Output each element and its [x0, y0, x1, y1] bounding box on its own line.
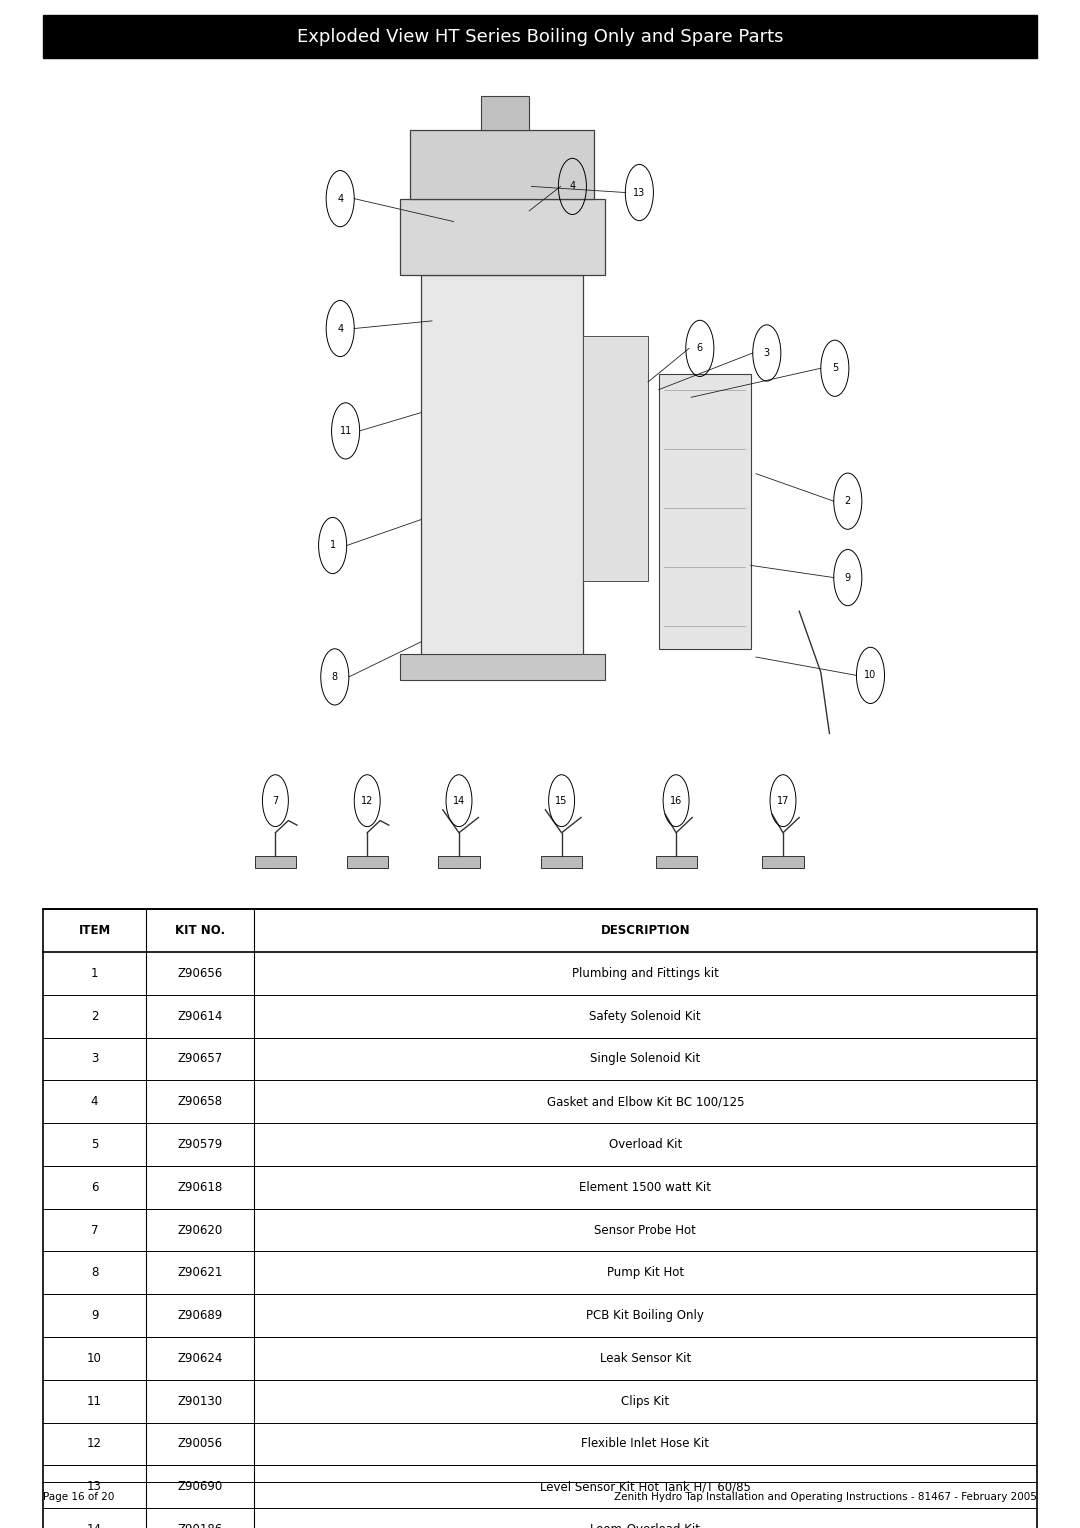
Text: DESCRIPTION: DESCRIPTION [600, 924, 690, 937]
Text: Clips Kit: Clips Kit [621, 1395, 670, 1407]
Text: 8: 8 [332, 672, 338, 681]
Text: Z90689: Z90689 [177, 1309, 222, 1322]
Text: 1: 1 [329, 541, 336, 550]
Text: Z90620: Z90620 [177, 1224, 222, 1236]
Text: Z90621: Z90621 [177, 1267, 222, 1279]
Text: 6: 6 [697, 344, 703, 353]
Bar [255, 856, 296, 868]
Bar [400, 199, 605, 275]
Text: Plumbing and Fittings kit: Plumbing and Fittings kit [572, 967, 718, 979]
Text: 14: 14 [87, 1523, 102, 1528]
Text: 8: 8 [91, 1267, 98, 1279]
Text: Page 16 of 20: Page 16 of 20 [43, 1493, 114, 1502]
Text: 12: 12 [87, 1438, 102, 1450]
Text: 10: 10 [87, 1352, 102, 1365]
Text: 7: 7 [272, 796, 279, 805]
Text: 4: 4 [569, 182, 576, 191]
Text: 3: 3 [91, 1053, 98, 1065]
Text: 17: 17 [777, 796, 789, 805]
Text: Z90657: Z90657 [177, 1053, 222, 1065]
Text: 2: 2 [845, 497, 851, 506]
Bar [43, 15, 1037, 58]
Bar [762, 856, 804, 868]
Bar [400, 654, 605, 680]
Text: 7: 7 [91, 1224, 98, 1236]
Bar [410, 130, 594, 199]
Text: 16: 16 [670, 796, 683, 805]
Text: Z90618: Z90618 [177, 1181, 222, 1193]
Text: Z90579: Z90579 [177, 1138, 222, 1151]
Text: Z90624: Z90624 [177, 1352, 222, 1365]
Text: Z90614: Z90614 [177, 1010, 222, 1022]
Text: 13: 13 [633, 188, 646, 197]
Text: PCB Kit Boiling Only: PCB Kit Boiling Only [586, 1309, 704, 1322]
Text: 6: 6 [91, 1181, 98, 1193]
Text: 4: 4 [337, 194, 343, 203]
Bar [583, 336, 648, 581]
Text: Exploded View HT Series Boiling Only and Spare Parts: Exploded View HT Series Boiling Only and… [297, 28, 783, 46]
Text: 15: 15 [555, 796, 568, 805]
Text: Z90658: Z90658 [177, 1096, 222, 1108]
Text: Z90656: Z90656 [177, 967, 222, 979]
Text: Gasket and Elbow Kit BC 100/125: Gasket and Elbow Kit BC 100/125 [546, 1096, 744, 1108]
Text: 4: 4 [337, 324, 343, 333]
Text: 5: 5 [91, 1138, 98, 1151]
Bar [541, 856, 582, 868]
Text: 14: 14 [453, 796, 465, 805]
Text: ITEM: ITEM [79, 924, 110, 937]
Text: Sensor Probe Hot: Sensor Probe Hot [594, 1224, 697, 1236]
Bar [481, 96, 529, 130]
Polygon shape [421, 275, 583, 657]
Text: 12: 12 [361, 796, 374, 805]
Bar [347, 856, 388, 868]
Text: Safety Solenoid Kit: Safety Solenoid Kit [590, 1010, 701, 1022]
Bar [656, 856, 697, 868]
Text: Pump Kit Hot: Pump Kit Hot [607, 1267, 684, 1279]
Text: 13: 13 [87, 1481, 102, 1493]
Text: 5: 5 [832, 364, 838, 373]
Text: Overload Kit: Overload Kit [609, 1138, 681, 1151]
Text: 9: 9 [845, 573, 851, 582]
Text: 9: 9 [91, 1309, 98, 1322]
Text: 11: 11 [339, 426, 352, 435]
Bar [659, 374, 751, 649]
Text: 10: 10 [864, 671, 877, 680]
Text: Z90186: Z90186 [177, 1523, 222, 1528]
Text: Zenith Hydro Tap Installation and Operating Instructions - 81467 - February 2005: Zenith Hydro Tap Installation and Operat… [613, 1493, 1037, 1502]
Text: KIT NO.: KIT NO. [175, 924, 225, 937]
Bar [438, 856, 480, 868]
Text: Flexible Inlet Hose Kit: Flexible Inlet Hose Kit [581, 1438, 710, 1450]
Text: Z90130: Z90130 [177, 1395, 222, 1407]
Text: Leak Sensor Kit: Leak Sensor Kit [599, 1352, 691, 1365]
Bar [43, 909, 1037, 1528]
Text: Element 1500 watt Kit: Element 1500 watt Kit [579, 1181, 712, 1193]
Text: Z90056: Z90056 [177, 1438, 222, 1450]
Text: 1: 1 [91, 967, 98, 979]
Text: 3: 3 [764, 348, 770, 358]
Text: Single Solenoid Kit: Single Solenoid Kit [590, 1053, 701, 1065]
Text: 2: 2 [91, 1010, 98, 1022]
Text: Z90690: Z90690 [177, 1481, 222, 1493]
Text: Loom-Overload Kit: Loom-Overload Kit [591, 1523, 700, 1528]
Text: 11: 11 [87, 1395, 102, 1407]
Text: 4: 4 [91, 1096, 98, 1108]
Text: Level Sensor Kit Hot Tank H/T 60/85: Level Sensor Kit Hot Tank H/T 60/85 [540, 1481, 751, 1493]
